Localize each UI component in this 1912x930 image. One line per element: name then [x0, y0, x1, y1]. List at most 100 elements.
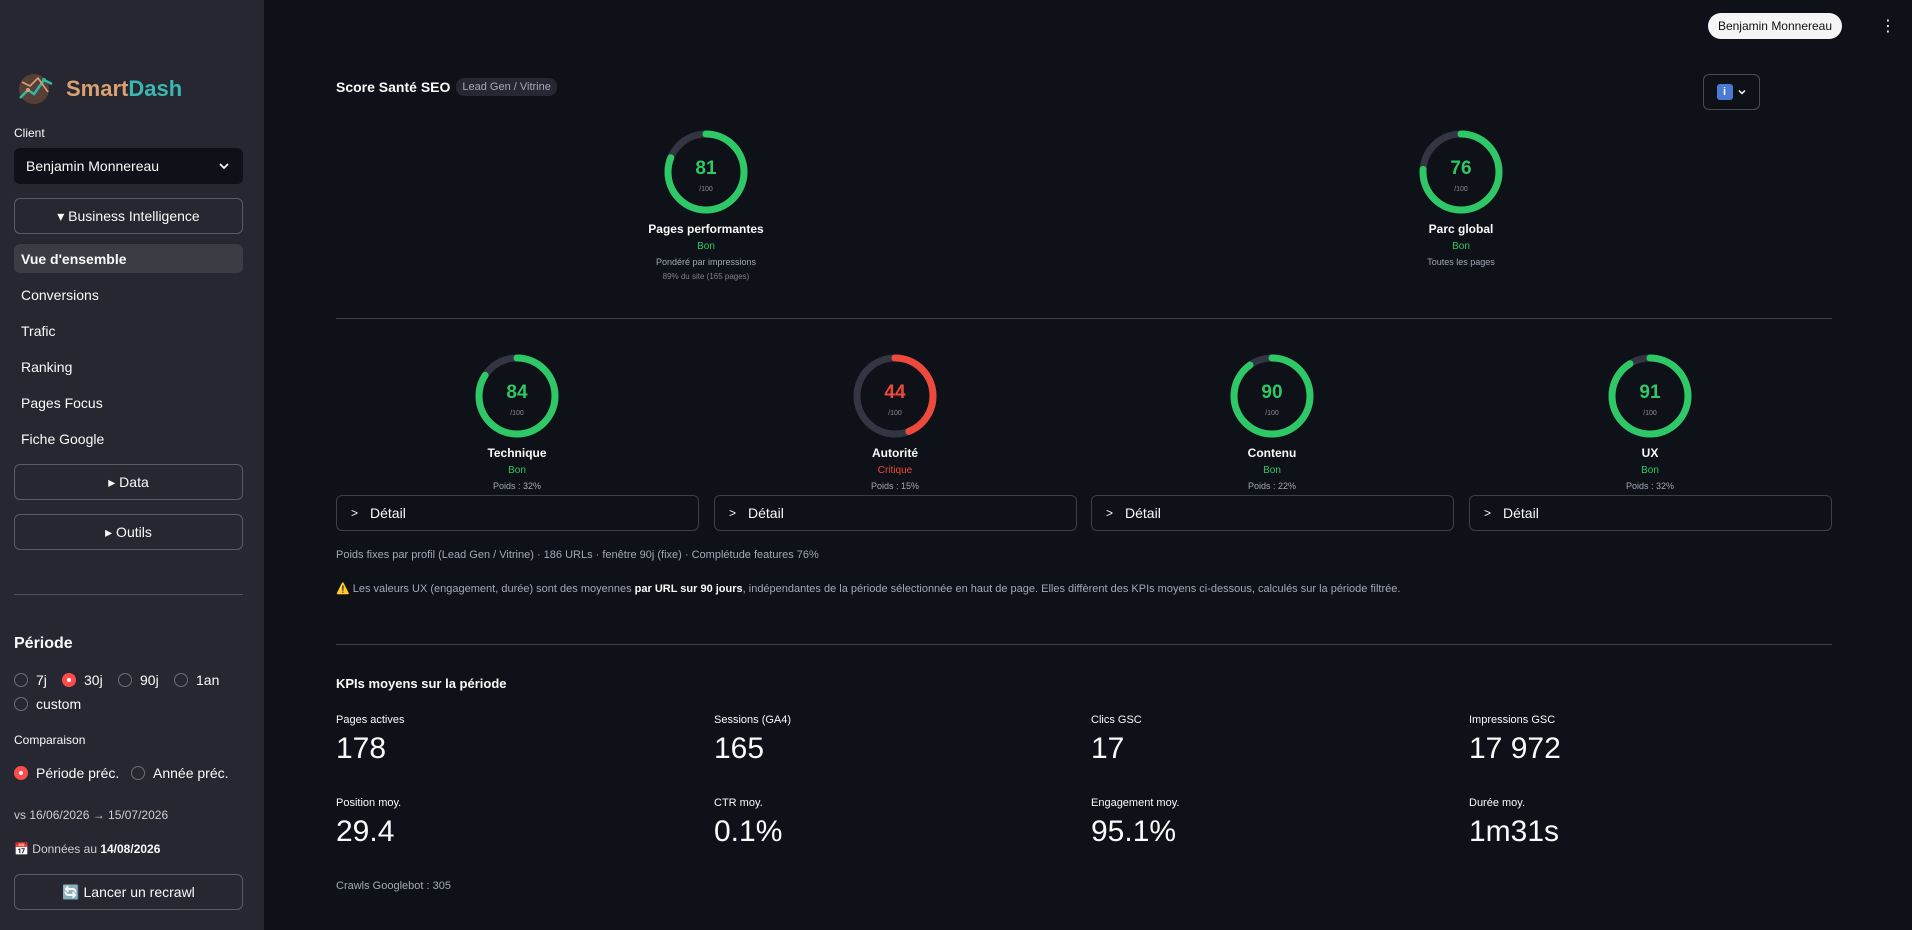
comparison-option-periode[interactable]: Période préc.	[14, 765, 119, 781]
warning-text-suffix: , indépendantes de la période sélectionn…	[742, 583, 1401, 595]
comparison-range: vs 16/06/2026 → 15/07/2026	[14, 808, 169, 822]
user-button[interactable]: Benjamin Monnereau	[1708, 13, 1842, 39]
period-option-90j[interactable]: 90j	[118, 672, 159, 688]
detail-expander-ux[interactable]: > Détail	[1469, 495, 1832, 531]
logo-text-smart: Smart	[66, 76, 129, 101]
sidebar: SmartDash Client Benjamin Monnereau ▾ Bu…	[0, 0, 264, 930]
kpi-card: Impressions GSC 17 972	[1469, 714, 1561, 766]
gauge-max: /100	[1265, 410, 1279, 417]
gauge-score: 81	[695, 158, 717, 179]
kpi-card: Sessions (GA4) 165	[714, 714, 791, 766]
gauge-ring: 76/100	[1419, 130, 1503, 214]
period-option-label: 90j	[140, 672, 159, 688]
warning-text: ⚠️ Les valeurs UX (engagement, durée) so…	[336, 583, 635, 595]
gauge-score: 90	[1261, 382, 1282, 403]
gauge-score: 44	[884, 382, 906, 403]
kpi-section-title: KPIs moyens sur la période	[336, 676, 507, 691]
warning-bold: par URL sur 90 jours	[634, 583, 743, 595]
logo-text-dash: Dash	[128, 76, 183, 101]
chevron-right-icon: >	[1484, 506, 1492, 520]
more-menu-icon[interactable]: ⋮	[1880, 18, 1896, 35]
gauge-status: Bon	[697, 241, 715, 252]
gauge-weight: Poids : 32%	[1625, 481, 1675, 491]
kpi-card: Pages actives 178	[336, 714, 404, 766]
nav-item-trafic[interactable]: Trafic	[21, 322, 56, 339]
detail-expander-contenu[interactable]: > Détail	[1091, 495, 1454, 531]
nav-item-vue-ensemble[interactable]: Vue d'ensemble	[14, 244, 243, 273]
chevron-down-icon	[1737, 89, 1746, 95]
radio-icon	[174, 673, 188, 687]
comparison-label: Comparaison	[14, 733, 86, 747]
radio-icon	[14, 697, 28, 711]
detail-label: Détail	[1125, 505, 1161, 521]
kpi-value: 0.1%	[714, 815, 783, 848]
gauge-technique: 84/100 Technique Bon Poids : 32%	[417, 352, 617, 491]
tools-button[interactable]: ▸ Outils	[14, 514, 243, 550]
gauge-status: Bon	[508, 465, 526, 476]
comparison-option-label: Année préc.	[153, 765, 229, 781]
nav-item-fiche-google[interactable]: Fiche Google	[21, 430, 105, 447]
period-option-30j[interactable]: 30j	[62, 672, 103, 688]
gauge-parc-global: 76/100 Parc global Bon Toutes les pages	[1361, 128, 1561, 267]
client-select[interactable]: Benjamin Monnereau	[14, 148, 243, 184]
detail-expander-technique[interactable]: > Détail	[336, 495, 699, 531]
chevron-right-icon: >	[729, 506, 737, 520]
data-button[interactable]: ▸ Data	[14, 464, 243, 500]
nav-item-pages-focus[interactable]: Pages Focus	[21, 394, 103, 411]
gauge-status: Bon	[1263, 465, 1281, 476]
section-divider	[336, 644, 1832, 645]
gauge-ring: 90/100	[1230, 354, 1314, 438]
detail-label: Détail	[1503, 505, 1539, 521]
detail-expander-autorite[interactable]: > Détail	[714, 495, 1077, 531]
recrawl-button[interactable]: 🔄 Lancer un recrawl	[14, 874, 243, 910]
data-date-value: 14/08/2026	[100, 842, 161, 856]
info-popover-button[interactable]: i	[1703, 74, 1760, 110]
business-intelligence-button[interactable]: ▾ Business Intelligence	[14, 198, 243, 234]
period-option-label: 1an	[196, 672, 220, 688]
gauge-name: Autorité	[872, 446, 918, 460]
kpi-value: 95.1%	[1091, 815, 1177, 848]
info-icon: i	[1716, 84, 1733, 100]
gauge-max: /100	[1454, 186, 1468, 193]
comparison-option-annee[interactable]: Année préc.	[131, 765, 229, 781]
kpi-label: Position moy.	[336, 797, 402, 809]
chevron-right-icon: >	[351, 506, 359, 520]
radio-icon	[14, 673, 28, 687]
gauge-name: Parc global	[1428, 222, 1494, 236]
nav-item-ranking[interactable]: Ranking	[21, 358, 73, 375]
gauge-pages-performantes: 81/100 Pages performantes Bon Pondéré par i…	[606, 128, 806, 281]
logo: SmartDash	[14, 70, 182, 108]
gauge-max: /100	[510, 410, 524, 417]
ux-warning: ⚠️ Les valeurs UX (engagement, durée) so…	[336, 582, 1400, 595]
period-option-label: 7j	[36, 672, 47, 688]
gauge-weight: Poids : 32%	[492, 481, 542, 491]
kpi-label: Durée moy.	[1469, 797, 1526, 809]
section-divider	[336, 318, 1832, 319]
gauge-contenu: 90/100 Contenu Bon Poids : 22%	[1172, 352, 1372, 491]
kpi-label: Clics GSC	[1091, 714, 1142, 726]
detail-label: Détail	[748, 505, 784, 521]
period-option-7j[interactable]: 7j	[14, 672, 47, 688]
nav-item-conversions[interactable]: Conversions	[21, 286, 99, 303]
chevron-down-icon	[219, 163, 229, 170]
period-option-label: 30j	[84, 672, 103, 688]
comparison-option-label: Période préc.	[36, 765, 120, 781]
sidebar-divider	[14, 594, 243, 595]
client-label: Client	[14, 126, 45, 140]
period-option-1an[interactable]: 1an	[174, 672, 219, 688]
gauge-ring: 84/100	[475, 354, 559, 438]
kpi-value: 29.4	[336, 815, 395, 848]
period-option-custom[interactable]: custom	[14, 696, 81, 712]
gauge-score: 91	[1639, 382, 1661, 403]
data-date: 📅 Données au 14/08/2026	[14, 842, 160, 856]
radio-selected-icon	[62, 673, 76, 687]
period-heading: Période	[14, 635, 73, 652]
kpi-label: Impressions GSC	[1469, 714, 1556, 726]
gauge-max: /100	[1643, 410, 1657, 417]
gauge-autorite: 44/100 Autorité Critique Poids : 15%	[795, 352, 995, 491]
kpi-label: Sessions (GA4)	[714, 714, 792, 726]
gauge-note-secondary: 89% du site (165 pages)	[662, 272, 750, 281]
client-select-value: Benjamin Monnereau	[26, 158, 160, 174]
gauge-name: Contenu	[1247, 446, 1297, 460]
kpi-label: Pages actives	[336, 714, 405, 726]
